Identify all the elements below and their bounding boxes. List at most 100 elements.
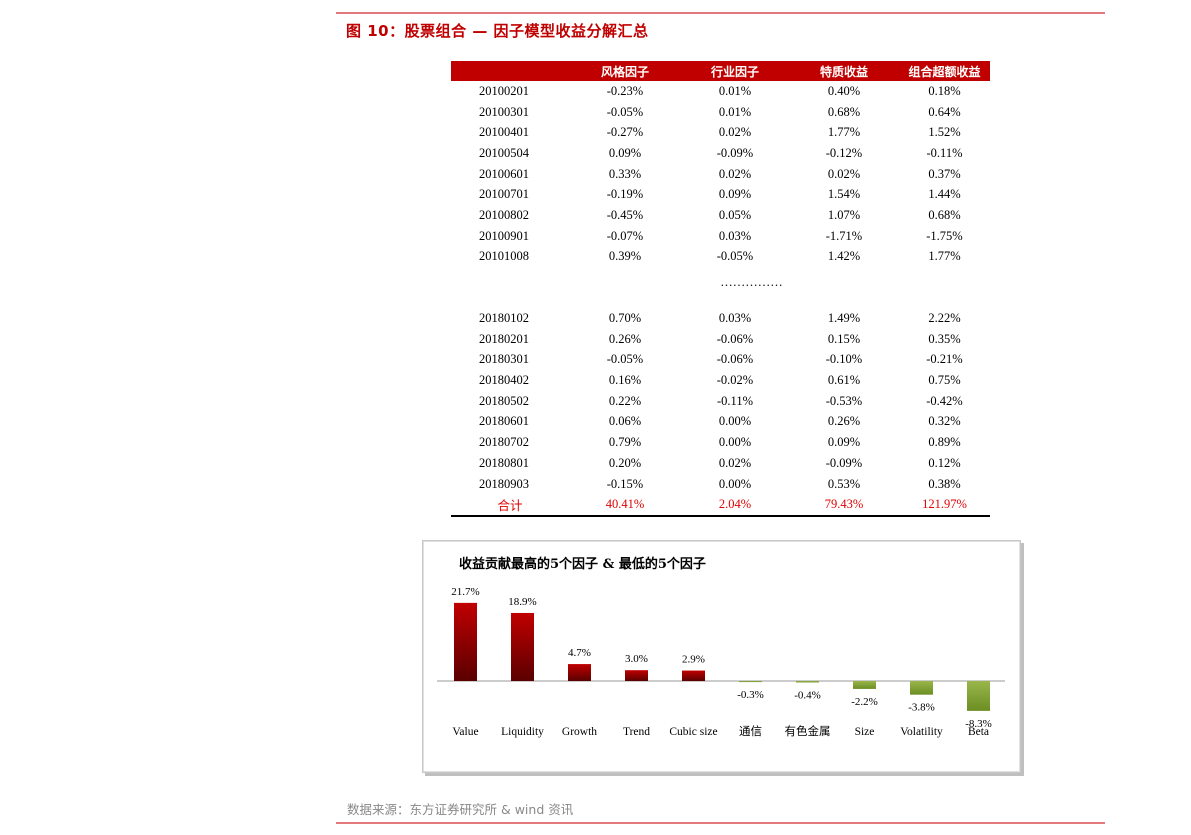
value-cell: -0.15% (606, 476, 644, 491)
value-cell: 1.77% (928, 249, 961, 264)
bar-volatility (910, 681, 933, 695)
value-cell: 2.22% (928, 311, 961, 326)
value-cell: -0.23% (606, 83, 644, 98)
value-cell: 0.68% (928, 207, 961, 222)
bar-size (853, 681, 876, 689)
date-cell: 20100301 (479, 104, 529, 119)
value-cell: 0.64% (928, 104, 961, 119)
table-row: 20180301 -0.05% -0.06% -0.10% -0.21% (451, 350, 990, 371)
data-label: 2.9% (682, 654, 705, 666)
bar-liquidity (511, 612, 534, 681)
date-cell: 20100504 (479, 145, 529, 160)
value-cell: 0.79% (608, 435, 642, 450)
value-cell: 0.38% (928, 476, 961, 491)
value-cell: 1.52% (928, 125, 961, 140)
value-cell: 1.54% (827, 187, 861, 202)
value-cell: 0.06% (608, 414, 642, 429)
date-cell: 20180402 (479, 373, 529, 388)
value-cell: 0.05% (718, 207, 752, 222)
value-cell: 0.75% (928, 373, 961, 388)
category-label: 有色金属 (785, 724, 831, 738)
value-cell: 0.26% (827, 414, 861, 429)
value-cell: -0.27% (606, 125, 644, 140)
date-cell: 20180702 (479, 435, 529, 450)
total-row: 合计 40.41% 2.04% 79.43% 121.97% (451, 494, 990, 518)
category-label: Cubic size (669, 726, 717, 738)
table-row: 20100504 0.09% -0.09% -0.12% -0.11% (451, 143, 990, 164)
value-cell: 121.97% (899, 494, 990, 518)
table-row: 20101008 0.39% -0.05% 1.42% 1.77% (451, 247, 990, 268)
data-label: 18.9% (508, 596, 536, 608)
value-cell: 0.01% (718, 104, 752, 119)
value-cell: -0.53% (825, 393, 863, 408)
table-header-row: 风格因子 行业因子 特质收益 组合超额收益 (451, 61, 990, 81)
table-row: 20180601 0.06% 0.00% 0.26% 0.32% (451, 412, 990, 433)
bar-growth (568, 664, 591, 681)
value-cell: 0.00% (718, 476, 752, 491)
table-row: 20100701 -0.19% 0.09% 1.54% 1.44% (451, 184, 990, 205)
column-header: 风格因子 (569, 61, 681, 81)
value-cell: -0.02% (716, 373, 754, 388)
date-cell: 20180201 (479, 331, 529, 346)
value-cell: 0.01% (718, 83, 752, 98)
bar-cubic-size (682, 670, 705, 681)
date-cell: 20180301 (479, 352, 529, 367)
category-label: Volatility (900, 726, 943, 738)
bottom-rule (336, 822, 1105, 824)
table-row: 20180402 0.16% -0.02% 0.61% 0.75% (451, 370, 990, 391)
value-cell: -0.06% (716, 352, 754, 367)
table-row: 20100802 -0.45% 0.05% 1.07% 0.68% (451, 205, 990, 226)
table-row: 20100401 -0.27% 0.02% 1.77% 1.52% (451, 122, 990, 143)
date-cell: 20180903 (479, 476, 529, 491)
date-cell: 20180601 (479, 414, 529, 429)
value-cell: 0.00% (718, 435, 752, 450)
spacer-row (451, 298, 990, 308)
bar-trend (625, 670, 648, 681)
value-cell: 0.09% (608, 145, 642, 160)
category-label: 通信 (739, 725, 762, 738)
column-header: 行业因子 (681, 61, 789, 81)
value-cell: 0.61% (827, 373, 861, 388)
date-cell: 20180502 (479, 393, 529, 408)
factor-return-table: 风格因子 行业因子 特质收益 组合超额收益 20100201 -0.23% 0.01% 0.… (451, 61, 990, 518)
value-cell: 0.03% (718, 311, 752, 326)
value-cell: -0.11% (717, 393, 753, 408)
value-cell: 1.77% (827, 125, 861, 140)
value-cell: -0.19% (606, 187, 644, 202)
chart-panel: 收益贡献最高的5个因子 & 最低的5个因子 21.7% Value 18.9% Liqu… (422, 540, 1021, 773)
value-cell: 0.20% (608, 455, 642, 470)
value-cell: 0.53% (827, 476, 861, 491)
data-label: 21.7% (451, 586, 479, 598)
top-rule (336, 12, 1105, 14)
data-label: 3.0% (625, 653, 648, 665)
value-cell: 0.00% (718, 414, 752, 429)
category-label: Value (452, 726, 478, 738)
date-cell: 20100802 (479, 207, 529, 222)
table-row: 20100301 -0.05% 0.01% 0.68% 0.64% (451, 102, 990, 123)
table-row: 20180801 0.20% 0.02% -0.09% 0.12% (451, 453, 990, 474)
data-label: -0.3% (737, 689, 764, 701)
data-label: 4.7% (568, 647, 591, 659)
value-cell: -0.06% (716, 331, 754, 346)
value-cell: 1.49% (827, 311, 861, 326)
value-cell: 0.40% (827, 83, 861, 98)
table-row: 20180903 -0.15% 0.00% 0.53% 0.38% (451, 474, 990, 495)
date-cell: 20101008 (479, 249, 529, 264)
table-row: 20180502 0.22% -0.11% -0.53% -0.42% (451, 391, 990, 412)
table-row: 20180201 0.26% -0.06% 0.15% 0.35% (451, 329, 990, 350)
value-cell: 0.26% (608, 331, 642, 346)
value-cell: 0.37% (928, 166, 961, 181)
bar-通信 (739, 681, 762, 683)
value-cell: -0.07% (606, 228, 644, 243)
value-cell: -0.21% (926, 352, 963, 367)
chart-title: 收益贡献最高的5个因子 & 最低的5个因子 (459, 556, 706, 572)
source-note: 数据来源：东方证券研究所 & wind 资讯 (347, 802, 574, 817)
value-cell: -0.10% (825, 352, 863, 367)
date-cell: 合计 (451, 494, 569, 518)
value-cell: -0.12% (825, 145, 863, 160)
category-label: Growth (562, 726, 597, 738)
header-corner (451, 61, 569, 81)
value-cell: 40.41% (569, 494, 681, 518)
value-cell: 1.07% (827, 207, 861, 222)
value-cell: 0.09% (718, 187, 752, 202)
